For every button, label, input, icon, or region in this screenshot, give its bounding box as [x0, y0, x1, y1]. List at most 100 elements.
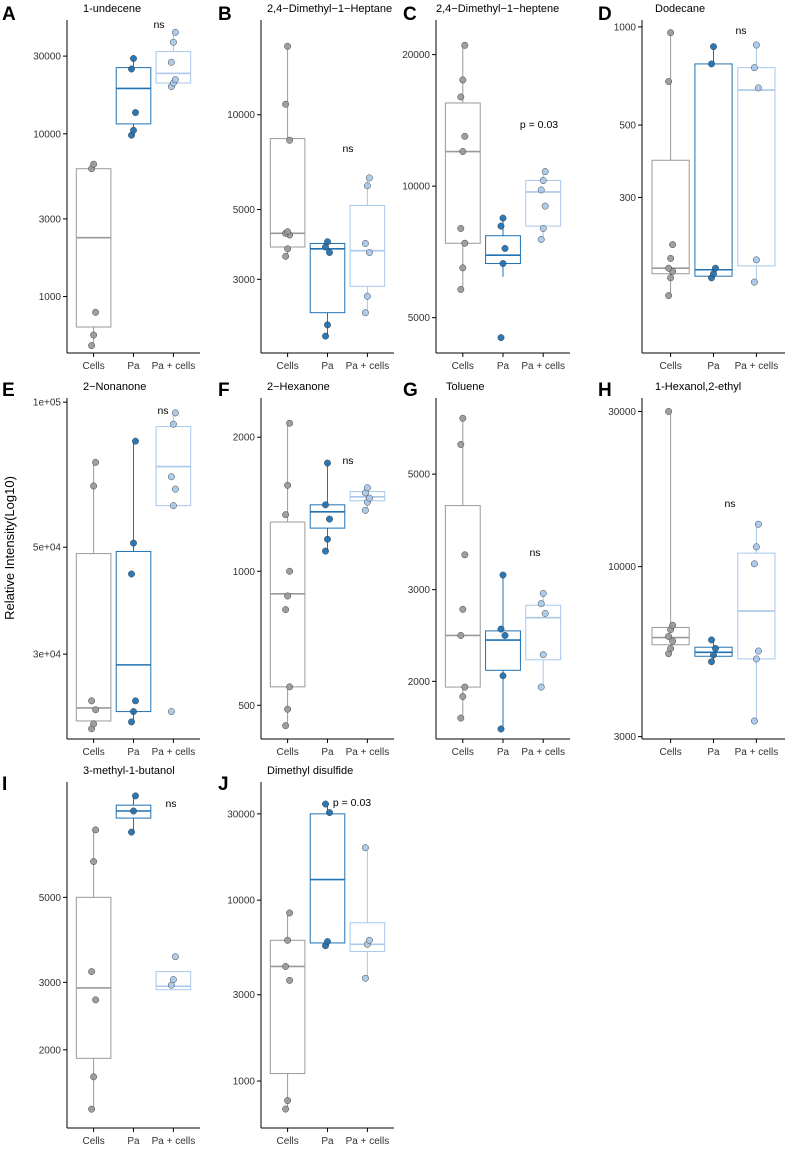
data-point	[497, 334, 505, 342]
y-tick-label: 3e+04	[33, 650, 62, 661]
x-tick-label: Cells	[276, 747, 298, 758]
data-point	[750, 717, 758, 725]
data-point	[167, 58, 175, 66]
data-point	[667, 274, 675, 282]
y-tick-label: 3000	[39, 214, 62, 225]
panel-letter: D	[598, 4, 612, 25]
box-iqr	[75, 896, 112, 1059]
data-point	[752, 256, 760, 264]
data-point	[282, 100, 290, 108]
data-point	[459, 148, 467, 155]
box-iqr	[694, 63, 733, 277]
y-tick-label: 3000	[233, 275, 256, 286]
data-point	[537, 683, 545, 691]
data-point	[667, 645, 675, 652]
data-point	[286, 909, 294, 917]
data-point	[171, 28, 179, 36]
data-point	[282, 963, 290, 970]
data-point	[712, 645, 719, 652]
x-tick-label: Pa	[127, 1136, 140, 1147]
data-point	[499, 214, 507, 222]
x-tick-label: Pa + cells	[346, 361, 390, 372]
significance-label: ns	[529, 547, 540, 559]
data-point	[365, 174, 373, 182]
data-point	[459, 414, 467, 422]
panel-letter: I	[2, 774, 7, 795]
box-pa-cells	[737, 41, 776, 286]
data-point	[171, 76, 179, 84]
panel-title: Toluene	[446, 381, 485, 393]
x-tick-label: Cells	[659, 361, 681, 372]
data-point	[324, 938, 331, 946]
data-point	[284, 245, 292, 253]
panel-f: F 2−Hexanone 500 1000 2000 Cells Pa Pa + cells n…	[218, 380, 394, 758]
box-pa	[485, 214, 521, 342]
data-point	[363, 292, 371, 300]
panel-i: I 3-methyl-1-butanol 2000 3000 5000 Cells Pa Pa…	[2, 765, 200, 1147]
data-point	[669, 241, 677, 249]
data-point	[461, 683, 469, 691]
data-point	[541, 168, 549, 175]
data-point	[326, 809, 333, 817]
data-point	[132, 697, 139, 705]
x-tick-label: Pa + cells	[152, 361, 196, 372]
data-point	[322, 332, 329, 340]
data-point	[286, 683, 294, 691]
x-tick-label: Pa + cells	[152, 747, 196, 758]
x-tick-label: Pa	[321, 747, 334, 758]
y-tick-label: 10000	[608, 562, 636, 573]
box-cells	[75, 458, 112, 733]
x-tick-label: Cells	[82, 1136, 104, 1147]
data-point	[754, 84, 762, 92]
data-point	[365, 936, 373, 944]
data-point	[322, 800, 329, 808]
data-point	[497, 625, 505, 633]
data-point	[461, 41, 469, 49]
data-point	[132, 437, 139, 445]
data-point	[361, 844, 369, 852]
box-pa-cells	[155, 409, 192, 716]
y-tick-label: 1000	[233, 567, 256, 578]
data-point	[750, 278, 758, 286]
data-point	[457, 441, 465, 448]
data-point	[169, 38, 177, 46]
data-point	[497, 222, 505, 230]
data-point	[92, 706, 100, 714]
data-point	[499, 260, 507, 267]
data-point	[88, 697, 96, 705]
x-tick-label: Pa + cells	[346, 747, 390, 758]
x-tick-label: Pa + cells	[521, 747, 565, 758]
box-pa-cells	[525, 168, 562, 243]
data-point	[284, 42, 292, 50]
data-point	[712, 264, 719, 272]
data-point	[363, 182, 371, 190]
box-pa	[309, 238, 346, 340]
data-point	[92, 826, 100, 834]
y-tick-label: 30000	[608, 407, 636, 418]
y-tick-label: 10000	[33, 129, 61, 140]
data-point	[128, 718, 135, 726]
y-tick-label: 10000	[227, 896, 255, 907]
data-point	[461, 551, 469, 559]
box-pa	[115, 792, 152, 836]
x-tick-label: Cells	[452, 361, 474, 372]
data-point	[708, 60, 715, 68]
data-point	[365, 494, 373, 502]
y-tick-label: 10000	[402, 182, 430, 193]
y-tick-label: 2000	[408, 677, 431, 688]
y-tick-label: 5000	[233, 205, 256, 216]
data-point	[539, 225, 547, 232]
x-tick-label: Pa + cells	[735, 747, 779, 758]
data-point	[130, 126, 137, 134]
data-point	[128, 828, 135, 836]
data-point	[499, 672, 507, 680]
data-point	[459, 693, 467, 700]
x-tick-label: Pa + cells	[346, 1136, 390, 1147]
data-point	[665, 78, 673, 85]
panel-title: 2−Hexanone	[267, 381, 330, 393]
panel-j: J Dimethyl disulfide 1000 3000 10000 30000 Cel…	[218, 765, 394, 1147]
y-tick-label: 300	[619, 193, 636, 204]
box-pa	[694, 43, 733, 282]
data-point	[90, 858, 98, 865]
box-iqr	[349, 204, 386, 287]
